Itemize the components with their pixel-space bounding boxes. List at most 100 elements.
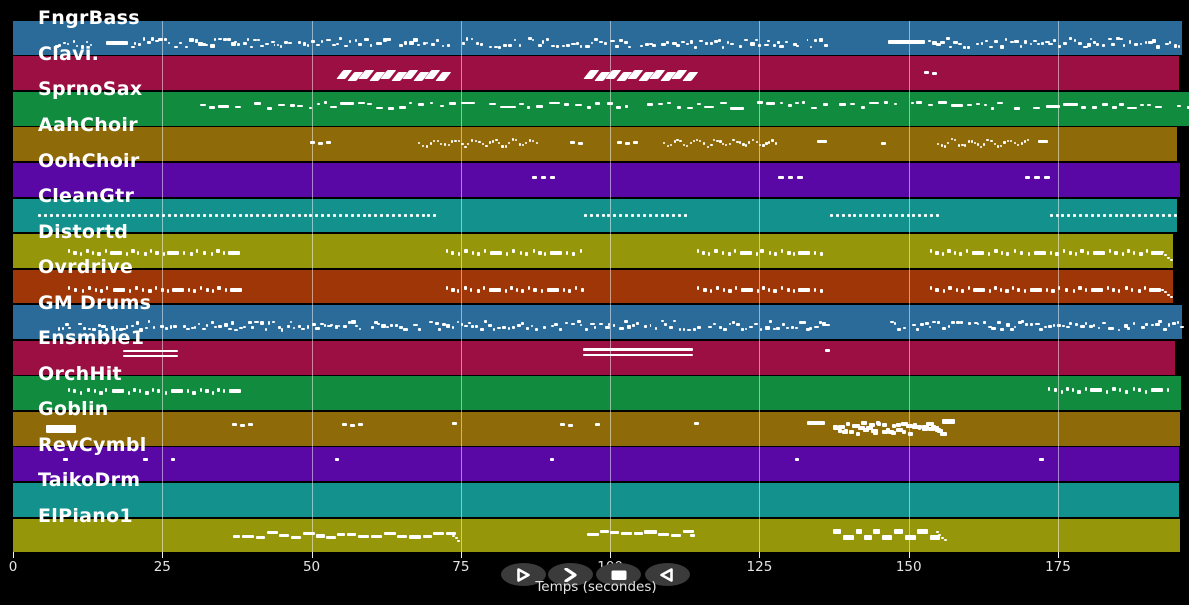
note [1139,42,1142,46]
track-label: SprnoSax [38,78,143,101]
note [149,249,152,254]
note [666,145,669,148]
note [1061,214,1065,217]
note [374,214,378,217]
note [503,43,507,47]
note [442,323,447,327]
note [562,287,565,292]
note [131,45,136,48]
note [765,326,770,330]
note [841,214,845,217]
note [686,42,690,46]
note [265,42,269,45]
note [732,138,735,142]
note [533,287,537,292]
note [321,214,325,217]
note [779,44,784,49]
note [281,328,284,332]
note [380,214,384,217]
note [615,45,620,49]
note [719,140,722,143]
note [619,39,624,43]
note [917,426,922,431]
note [1013,40,1019,44]
note [449,102,456,105]
note [1164,42,1169,46]
note [409,214,413,217]
note [104,249,107,254]
note [429,142,433,145]
note [454,139,457,143]
note [358,101,365,105]
note [624,142,630,146]
note [636,321,640,325]
note [575,286,578,291]
note [461,143,464,146]
note [429,320,433,324]
note [446,324,451,328]
note [1176,321,1179,324]
note [126,214,130,217]
note [138,214,142,217]
note [316,102,321,106]
note [1155,214,1159,217]
note [434,322,439,326]
note [930,214,934,217]
note [327,325,332,328]
track-band-revcymbl [13,447,1179,482]
note [1060,389,1063,394]
note [983,103,988,107]
note [1080,106,1086,109]
note [57,327,61,331]
note [856,432,861,437]
note [433,532,445,536]
note [156,214,160,217]
note [67,214,71,217]
note [357,534,370,538]
note [478,140,481,144]
note [227,38,231,42]
stop-button[interactable] [596,563,641,586]
note [1062,102,1078,106]
note [766,102,776,105]
note [105,387,108,392]
note [690,533,696,537]
note [610,530,620,535]
note [397,534,408,539]
track-band-distortd [13,234,1173,268]
note [707,326,712,329]
note [696,102,702,106]
note [134,286,139,291]
note [463,286,468,291]
rewind-button[interactable] [644,563,690,586]
play-button[interactable] [500,563,546,586]
note [1127,106,1137,110]
note [327,214,331,217]
fast-forward-button[interactable] [547,563,593,586]
note [566,44,571,48]
note [886,428,890,433]
note [604,41,607,46]
note [599,40,604,43]
note [1083,45,1089,49]
note [463,324,469,328]
note [865,214,869,217]
note [989,45,994,49]
note [148,320,151,324]
note [554,323,558,326]
note [649,324,652,327]
note [802,320,807,324]
note [1106,389,1109,394]
note [905,535,916,541]
note [94,389,97,394]
note [183,325,186,328]
note [1155,323,1160,327]
note [1043,175,1050,180]
note [549,101,560,105]
note [921,425,929,430]
note [375,42,381,45]
note [971,250,984,255]
note [317,142,323,146]
note [227,250,240,255]
gridline [908,20,910,553]
